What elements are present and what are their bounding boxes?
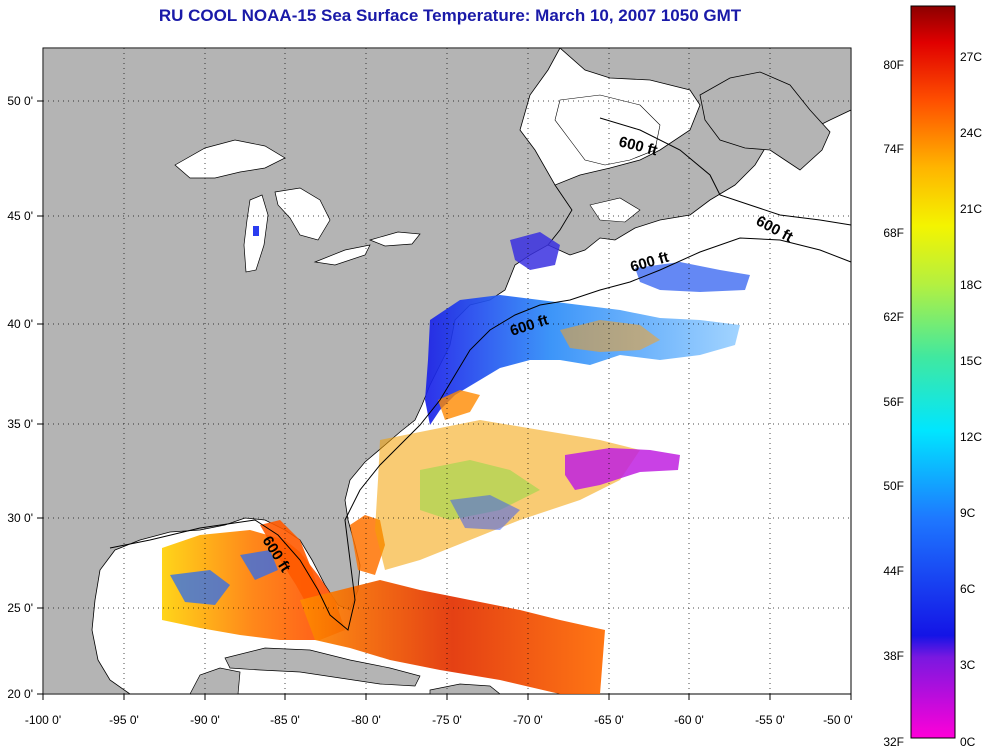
colorbar-c-label: 27C — [960, 50, 982, 64]
longitude-axis: -100 0' -95 0' -90 0' -85 0' -80 0' -75 … — [25, 713, 853, 727]
frame-ticks — [37, 100, 852, 700]
sst-gulf-of-maine — [510, 232, 560, 270]
sst-mid-atlantic-blue — [450, 495, 520, 530]
colorbar-f-label: 56F — [883, 395, 904, 409]
lon-tick-label: -90 0' — [190, 713, 220, 727]
lat-tick-label: 50 0' — [7, 94, 33, 108]
lon-tick-label: -100 0' — [25, 713, 61, 727]
lake-ontario — [368, 231, 421, 247]
lon-tick-label: -75 0' — [432, 713, 462, 727]
sst-gulf-stream-loop — [260, 520, 322, 610]
colorbar-c-label: 0C — [960, 735, 976, 749]
colorbar-f-label: 68F — [883, 226, 904, 240]
sst-coastal-warm — [438, 390, 480, 420]
colorbar-c-label: 21C — [960, 202, 982, 216]
lon-tick-label: -95 0' — [109, 713, 139, 727]
colorbar-f-label: 62F — [883, 310, 904, 324]
lake-huron — [274, 187, 331, 241]
lat-tick-label: 25 0' — [7, 601, 33, 615]
latitude-axis: 50 0' 45 0' 40 0' 35 0' 30 0' 25 0' 20 0… — [7, 94, 33, 701]
colorbar-c-label: 24C — [960, 126, 982, 140]
land-cuba — [224, 647, 421, 687]
sst-southern-swath — [300, 580, 605, 694]
lat-tick-label: 20 0' — [7, 687, 33, 701]
lon-tick-label: -65 0' — [594, 713, 624, 727]
colorbar-f-label: 38F — [883, 649, 904, 663]
lake-erie — [313, 244, 371, 266]
lat-tick-label: 45 0' — [7, 209, 33, 223]
lon-tick-label: -85 0' — [270, 713, 300, 727]
bay-of-fundy — [589, 197, 641, 223]
land-yucatan — [189, 667, 241, 694]
colorbar-c-label: 15C — [960, 354, 982, 368]
colorbar — [910, 5, 956, 739]
sst-shelf-cold — [425, 295, 740, 425]
lat-tick-label: 40 0' — [7, 317, 33, 331]
isobath-600ft-line-north — [599, 117, 852, 226]
map-title: RU COOL NOAA-15 Sea Surface Temperature:… — [158, 6, 742, 25]
sst-scotian-shelf — [635, 262, 750, 292]
colorbar-f-label: 50F — [883, 479, 904, 493]
colorbar-c-label: 3C — [960, 658, 976, 672]
colorbar-c-label: 9C — [960, 506, 976, 520]
colorbar-celsius-labels: 27C 24C 21C 18C 15C 12C 9C 6C 3C 0C — [960, 50, 982, 749]
lat-tick-label: 30 0' — [7, 511, 33, 525]
colorbar-fahrenheit-labels: 80F 74F 68F 62F 56F 50F 44F 38F 32F — [883, 58, 904, 749]
colorbar-f-label: 32F — [883, 735, 904, 749]
lat-tick-label: 35 0' — [7, 417, 33, 431]
sst-gulf-cold-patches — [170, 550, 278, 605]
lon-tick-label: -80 0' — [351, 713, 381, 727]
gulf-st-lawrence — [554, 94, 661, 166]
lake-superior — [174, 139, 286, 179]
colorbar-f-label: 44F — [883, 564, 904, 578]
land-hispaniola — [429, 683, 501, 694]
lon-tick-label: -70 0' — [513, 713, 543, 727]
colorbar-c-label: 18C — [960, 278, 982, 292]
lake-michigan-sst — [253, 226, 259, 236]
sst-sargasso-magenta — [565, 448, 680, 490]
land-newfoundland — [699, 71, 831, 171]
lon-tick-label: -50 0' — [823, 713, 853, 727]
lon-tick-label: -55 0' — [755, 713, 785, 727]
colorbar-c-label: 12C — [960, 430, 982, 444]
colorbar-f-label: 74F — [883, 142, 904, 156]
sst-slope-warm — [560, 320, 660, 352]
colorbar-c-label: 6C — [960, 582, 976, 596]
colorbar-f-label: 80F — [883, 58, 904, 72]
lon-tick-label: -60 0' — [674, 713, 704, 727]
isobath-600ft-line — [109, 237, 852, 631]
